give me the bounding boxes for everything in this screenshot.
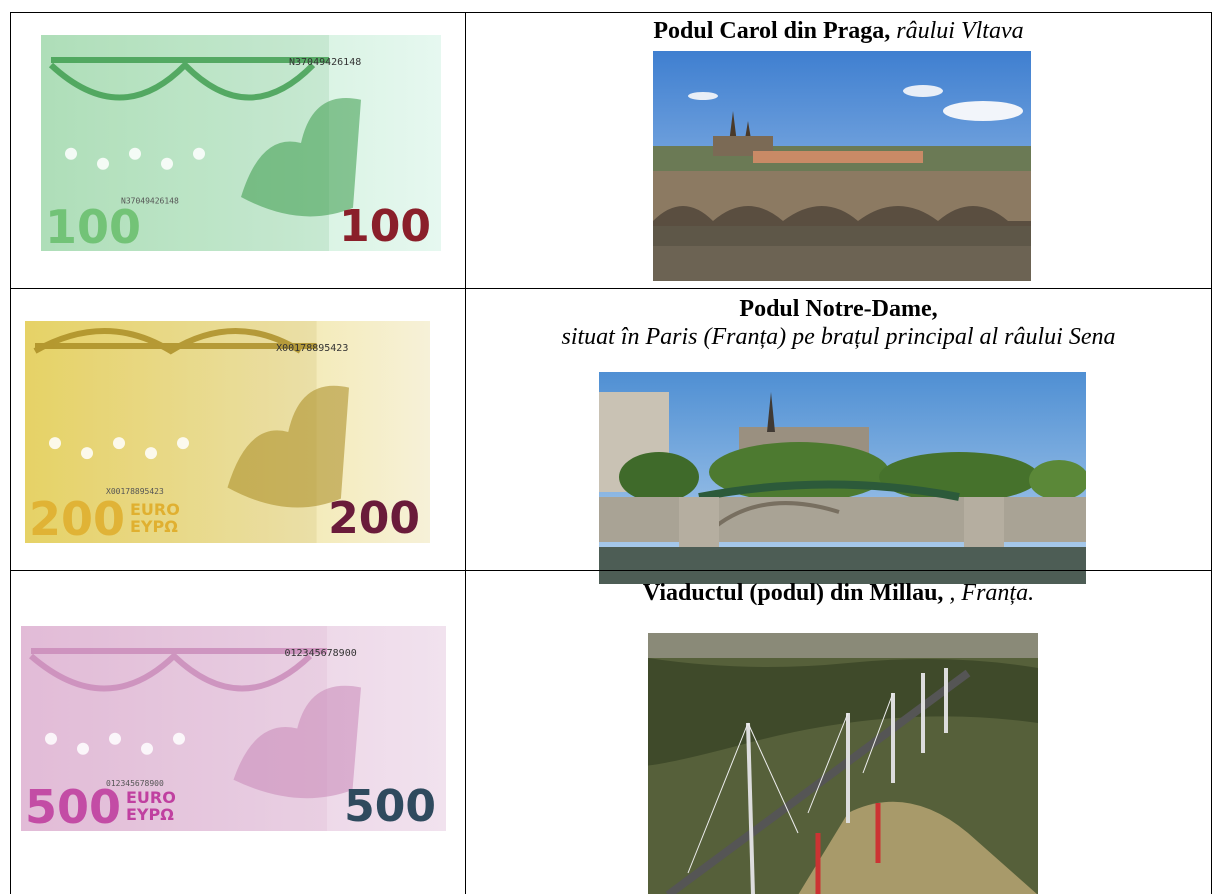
caption-italic: , Franța.: [949, 580, 1035, 606]
caption-italic: râului Vltava: [896, 18, 1024, 44]
caption-bold: Podul Carol din Praga,: [653, 18, 891, 44]
star: [65, 147, 77, 160]
caption-bold: Viaductul (podul) din Millau,: [642, 580, 944, 606]
star: [45, 732, 57, 745]
denomination: 100: [339, 201, 431, 251]
caption: Podul Notre-Dame, situat în Paris (Franța…: [466, 295, 1211, 351]
note-background: [41, 35, 441, 251]
table-cell: X00178895423 X00178895423 200 200 EURO ΕΥΡΩ: [10, 288, 466, 571]
europe-map: [233, 685, 361, 799]
note-background: [25, 321, 430, 543]
currency-name: ΕΥΡΩ: [130, 517, 178, 536]
denomination-large: 200: [29, 492, 125, 543]
caption-bold: Podul Notre-Dame,: [739, 296, 938, 322]
star: [145, 447, 157, 460]
caption: Viaductul (podul) din Millau, , Franța.: [466, 579, 1211, 607]
europe-map: [227, 385, 349, 508]
star: [77, 742, 89, 755]
currency-name: EURO: [130, 500, 180, 519]
star: [97, 157, 109, 170]
caption-italic: situat în Paris (Franța) pe brațul princ…: [561, 324, 1116, 350]
star: [173, 732, 185, 745]
serial-number: N37049426148: [289, 57, 361, 68]
table-cell: 012345678900 012345678900 500 500 EURO ΕΥΡΩ: [10, 570, 466, 894]
caption: Podul Carol din Praga, râului Vltava: [466, 17, 1211, 45]
europe-map: [241, 98, 361, 217]
bridge-motif: [33, 328, 317, 355]
table-cell: Viaductul (podul) din Millau, , Franța.: [465, 570, 1212, 894]
note-background: [21, 626, 446, 831]
bridge-motif: [48, 57, 329, 101]
star: [113, 437, 125, 450]
photo-prague: [653, 51, 1031, 281]
currency-name: EURO: [126, 788, 176, 807]
star: [161, 157, 173, 170]
serial-number: X00178895423: [276, 343, 348, 354]
denomination-large: 100: [45, 200, 141, 251]
table-cell: N37049426148 N37049426148 100 100: [10, 12, 466, 289]
currency-name: ΕΥΡΩ: [126, 805, 174, 824]
star: [177, 437, 189, 450]
star: [193, 147, 205, 160]
serial-number: 012345678900: [285, 648, 357, 659]
photo-millau: [648, 633, 1038, 894]
denomination-large: 500: [25, 780, 121, 831]
table-cell: Podul Carol din Praga, râului Vltava: [465, 12, 1212, 289]
denomination: 200: [328, 493, 420, 543]
serial-number-small: N37049426148: [121, 196, 179, 205]
star: [81, 447, 93, 460]
table-cell: Podul Notre-Dame, situat în Paris (Franța…: [465, 288, 1212, 584]
star: [129, 147, 141, 160]
star: [49, 437, 61, 450]
bridge-motif: [29, 648, 327, 692]
photo-paris: [599, 372, 1086, 584]
serial-number-small: 012345678900: [106, 779, 164, 788]
star: [109, 732, 121, 745]
denomination: 500: [344, 781, 436, 831]
serial-number-small: X00178895423: [106, 487, 164, 496]
star: [141, 742, 153, 755]
